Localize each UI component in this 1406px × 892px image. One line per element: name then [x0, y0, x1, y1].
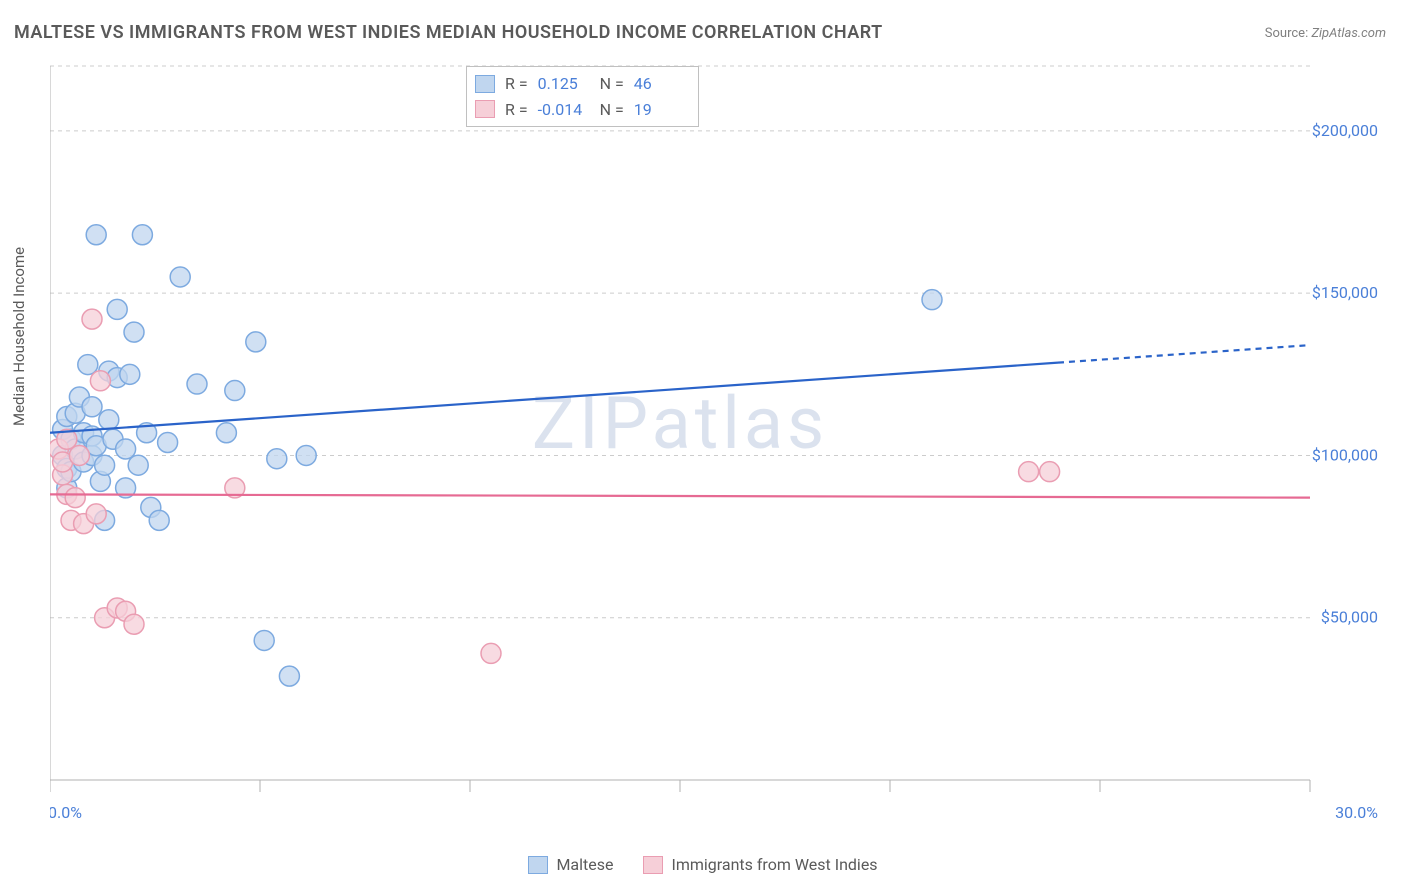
legend-r-label-1: R = — [505, 71, 528, 97]
svg-text:$100,000: $100,000 — [1312, 445, 1378, 464]
chart-container: MALTESE VS IMMIGRANTS FROM WEST INDIES M… — [0, 0, 1406, 892]
series-legend-item-1: Maltese — [528, 855, 613, 874]
svg-text:0.0%: 0.0% — [50, 803, 82, 820]
source-attribution: Source: ZipAtlas.com — [1265, 26, 1386, 41]
legend-r-value-2: -0.014 — [538, 97, 590, 123]
legend-r-label-2: R = — [505, 97, 528, 123]
series-swatch-1 — [528, 856, 548, 874]
svg-text:$150,000: $150,000 — [1312, 283, 1378, 302]
series-swatch-2 — [643, 856, 663, 874]
series-legend: Maltese Immigrants from West Indies — [0, 855, 1406, 874]
legend-row-series-2: R = -0.014 N = 19 — [475, 97, 686, 123]
source-value: ZipAtlas.com — [1311, 26, 1386, 41]
correlation-legend: R = 0.125 N = 46 R = -0.014 N = 19 — [466, 66, 699, 127]
series-name-2: Immigrants from West Indies — [671, 855, 877, 874]
series-legend-item-2: Immigrants from West Indies — [643, 855, 877, 874]
legend-n-value-1: 46 — [634, 71, 686, 97]
y-axis-label: Median Household Income — [10, 247, 28, 426]
legend-n-label-1: N = — [600, 71, 624, 97]
legend-n-value-2: 19 — [634, 97, 686, 123]
legend-swatch-2 — [475, 100, 495, 118]
scatter-plot: $50,000 $100,000 $150,000 $200,000 0.0% 30.0%… — [50, 60, 1390, 820]
svg-text:$200,000: $200,000 — [1312, 121, 1378, 140]
legend-r-value-1: 0.125 — [538, 71, 590, 97]
legend-row-series-1: R = 0.125 N = 46 — [475, 71, 686, 97]
svg-text:$50,000: $50,000 — [1321, 608, 1378, 627]
chart-title: MALTESE VS IMMIGRANTS FROM WEST INDIES M… — [14, 22, 883, 43]
legend-n-label-2: N = — [600, 97, 624, 123]
source-label: Source: — [1265, 26, 1308, 41]
series-name-1: Maltese — [556, 855, 613, 874]
svg-text:ZIPatlas: ZIPatlas — [532, 381, 828, 466]
svg-text:30.0%: 30.0% — [1335, 803, 1378, 820]
legend-swatch-1 — [475, 75, 495, 93]
